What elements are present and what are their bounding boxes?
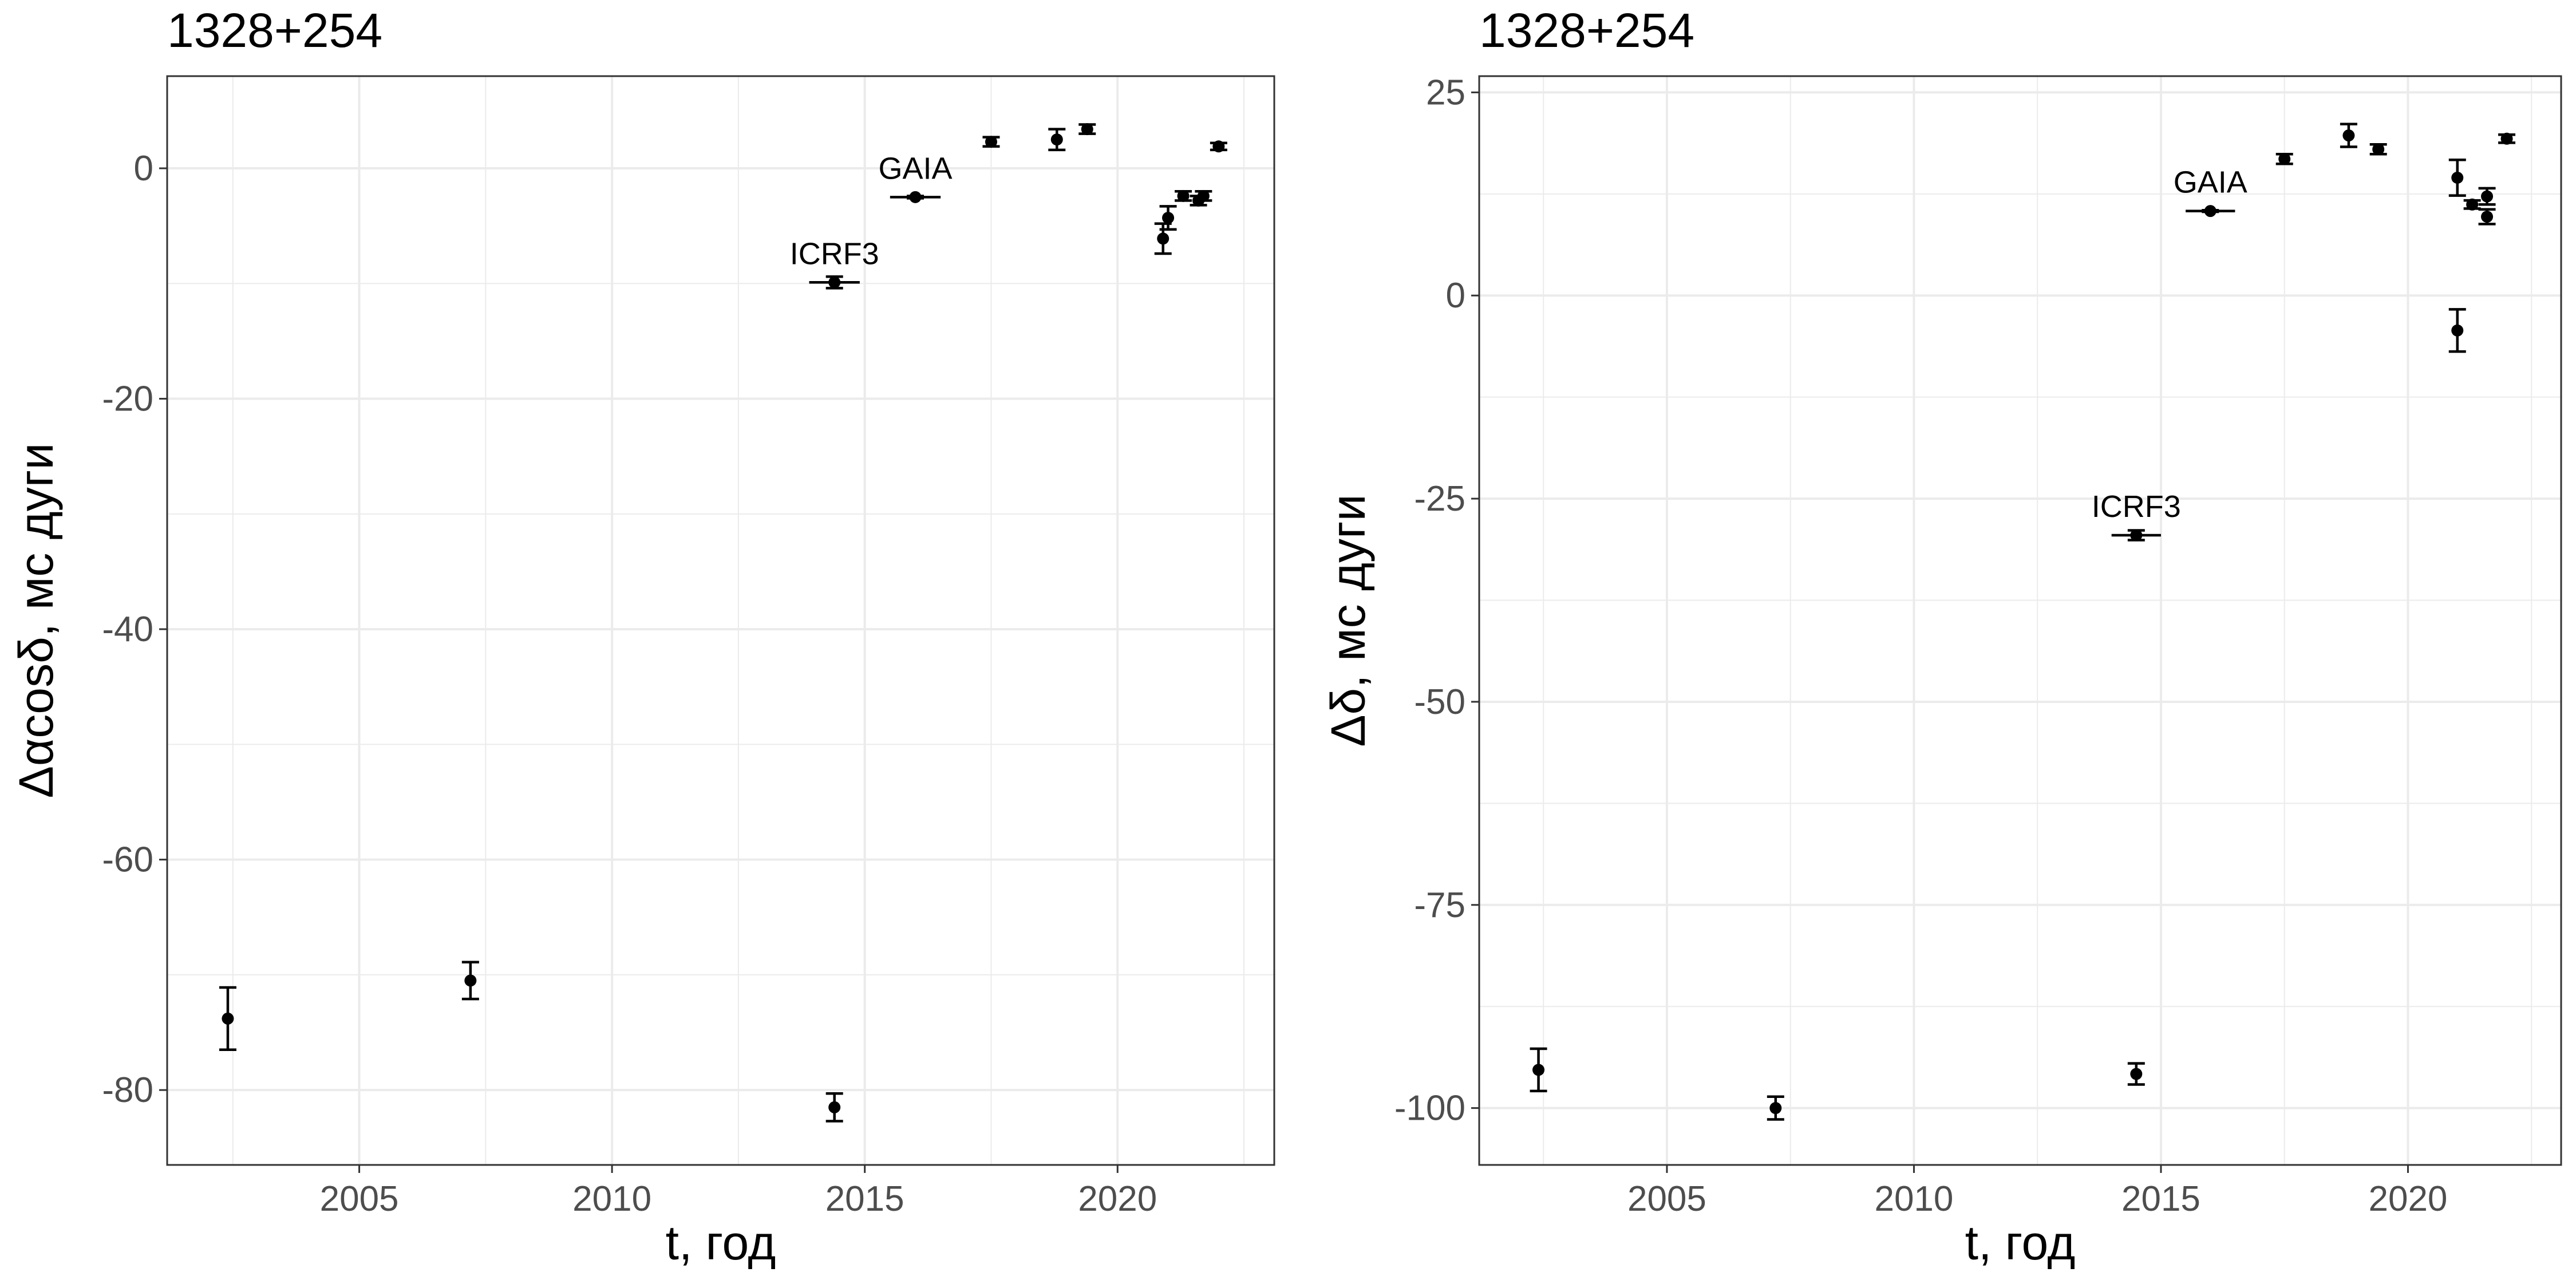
point-annotation: GAIA: [878, 151, 952, 185]
data-point: [1210, 140, 1227, 153]
point-marker: [1769, 1102, 1782, 1115]
point-marker: [1081, 123, 1093, 136]
data-point: [1530, 1047, 1547, 1093]
data-point: [2275, 153, 2293, 165]
x-tick-label: 2015: [2121, 1179, 2200, 1219]
point-marker: [2481, 190, 2494, 203]
y-tick-label: -25: [1414, 479, 1465, 519]
y-tick-label: -40: [102, 610, 153, 649]
panel-right-y-ticks: 25 0 -25 -50 -75 -100: [1394, 73, 1479, 1128]
y-tick-label: -100: [1394, 1089, 1465, 1128]
data-point: [2369, 143, 2387, 156]
point-marker: [1197, 189, 1210, 202]
point-marker: [1177, 189, 1190, 202]
point-marker: [909, 191, 922, 203]
y-tick-label: 25: [1426, 73, 1465, 112]
point-marker: [2481, 211, 2494, 223]
y-tick-label: -20: [102, 380, 153, 419]
point-annotation: ICRF3: [790, 236, 879, 271]
data-point-icrf3: ICRF3: [2092, 489, 2181, 542]
point-marker: [2372, 143, 2385, 156]
point-marker: [2130, 1068, 2143, 1080]
x-tick-label: 2010: [572, 1179, 651, 1219]
x-tick-label: 2005: [1627, 1179, 1706, 1219]
point-marker: [985, 136, 997, 148]
panel-right: 1328+254 ICRF3 GAIA 25 0 -25 -50 -75 -100 2005…: [1321, 3, 2562, 1270]
data-point: [461, 961, 479, 1001]
point-marker: [2451, 171, 2464, 184]
data-point: [825, 1092, 843, 1123]
panel-left-title: 1328+254: [167, 3, 382, 57]
data-point: [219, 986, 236, 1051]
data-point: [2463, 198, 2481, 211]
point-marker: [2278, 153, 2291, 165]
point-marker: [2204, 205, 2217, 218]
panel-right-x-ticks: 2005 2010 2015 2020: [1627, 1165, 2447, 1219]
point-marker: [2451, 324, 2464, 337]
point-marker: [222, 1012, 234, 1025]
point-marker: [828, 1101, 841, 1113]
x-tick-label: 2005: [320, 1179, 399, 1219]
data-point: [1159, 205, 1177, 231]
point-marker: [2342, 129, 2355, 142]
panel-left-y-ticks: 0 -20 -40 -60 -80: [102, 149, 167, 1110]
x-tick-label: 2010: [1874, 1179, 1953, 1219]
data-point-gaia: GAIA: [2174, 165, 2247, 218]
y-tick-label: -75: [1414, 886, 1465, 925]
x-tick-label: 2020: [2368, 1179, 2447, 1219]
panel-right-y-axis-title: Δδ, мс дуги: [1321, 494, 1375, 746]
y-tick-label: 0: [134, 149, 153, 188]
x-tick-label: 2020: [1078, 1179, 1157, 1219]
data-point: [1175, 189, 1192, 202]
panel-left: 1328+254 ICRF3 GAIA 0 -20 -40 -60 -80 2005 201…: [9, 3, 1275, 1270]
data-point: [1078, 123, 1096, 136]
point-marker: [1162, 212, 1175, 224]
point-marker: [2466, 198, 2479, 211]
panel-right-border: [1478, 75, 2562, 1166]
data-point: [1195, 189, 1212, 202]
panel-left-x-axis-title: t, год: [666, 1216, 776, 1270]
y-tick-label: -50: [1414, 682, 1465, 722]
point-marker: [2130, 529, 2143, 542]
data-point: [2478, 208, 2496, 226]
data-point-gaia: GAIA: [878, 151, 953, 203]
y-tick-label: -60: [102, 840, 153, 880]
data-point: [2478, 187, 2496, 206]
panel-right-background: [1479, 76, 2561, 1165]
data-point: [2448, 158, 2466, 197]
panel-left-grid: [167, 76, 1274, 1165]
data-point: [2340, 123, 2357, 148]
panel-left-y-axis-title: Δαcosδ, мс дуги: [9, 443, 63, 798]
panel-left-border: [166, 75, 1275, 1166]
data-point: [1767, 1095, 1784, 1121]
point-marker: [1532, 1064, 1545, 1076]
x-tick-label: 2015: [825, 1179, 904, 1219]
point-marker: [464, 974, 477, 987]
data-point: [2127, 1062, 2145, 1086]
point-marker: [1212, 140, 1225, 153]
data-point-icrf3: ICRF3: [790, 236, 879, 290]
point-marker: [1050, 133, 1063, 146]
data-point: [2498, 132, 2516, 145]
point-annotation: ICRF3: [2092, 489, 2181, 524]
panel-left-x-ticks: 2005 2010 2015 2020: [320, 1165, 1157, 1219]
panel-right-data: ICRF3 GAIA: [1530, 123, 2516, 1121]
y-tick-label: -80: [102, 1070, 153, 1110]
point-marker: [2500, 132, 2513, 145]
panel-right-title: 1328+254: [1479, 3, 1694, 57]
panel-right-x-axis-title: t, год: [1965, 1216, 2076, 1270]
panel-left-background: [167, 76, 1274, 1165]
data-point: [2448, 308, 2466, 353]
point-annotation: GAIA: [2174, 165, 2247, 200]
point-marker: [1157, 232, 1170, 245]
data-point: [1048, 128, 1066, 152]
panel-right-grid: [1479, 76, 2561, 1165]
panel-left-data: ICRF3 GAIA: [219, 123, 1227, 1123]
data-point: [982, 136, 1000, 148]
y-tick-label: 0: [1446, 276, 1465, 315]
point-marker: [828, 276, 841, 289]
